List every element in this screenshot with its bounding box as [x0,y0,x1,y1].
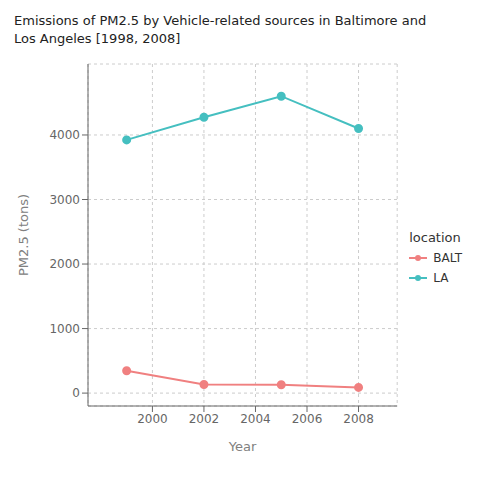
svg-text:2002: 2002 [189,412,220,426]
svg-text:2004: 2004 [240,412,271,426]
svg-text:2000: 2000 [137,412,168,426]
svg-text:3000: 3000 [49,193,80,207]
svg-text:2006: 2006 [292,412,323,426]
svg-text:4000: 4000 [49,128,80,142]
svg-text:Year: Year [228,439,257,454]
svg-text:PM2.5 (tons): PM2.5 (tons) [16,194,31,276]
html-text:location: location [409,229,461,245]
svg-text:2000: 2000 [49,257,80,271]
svg-text:1000: 1000 [49,322,80,336]
svg-text:2008: 2008 [343,412,374,426]
svg-text:0: 0 [72,386,80,400]
html-text:Emissions of PM2.5 by Vehicle-: Emissions of PM2.5 by Vehicle-related so… [14,13,427,28]
html-text:Los Angeles [1998, 2008]: Los Angeles [1998, 2008] [14,31,181,46]
html-text:LA: LA [433,270,449,285]
html-text:BALT: BALT [433,250,462,265]
